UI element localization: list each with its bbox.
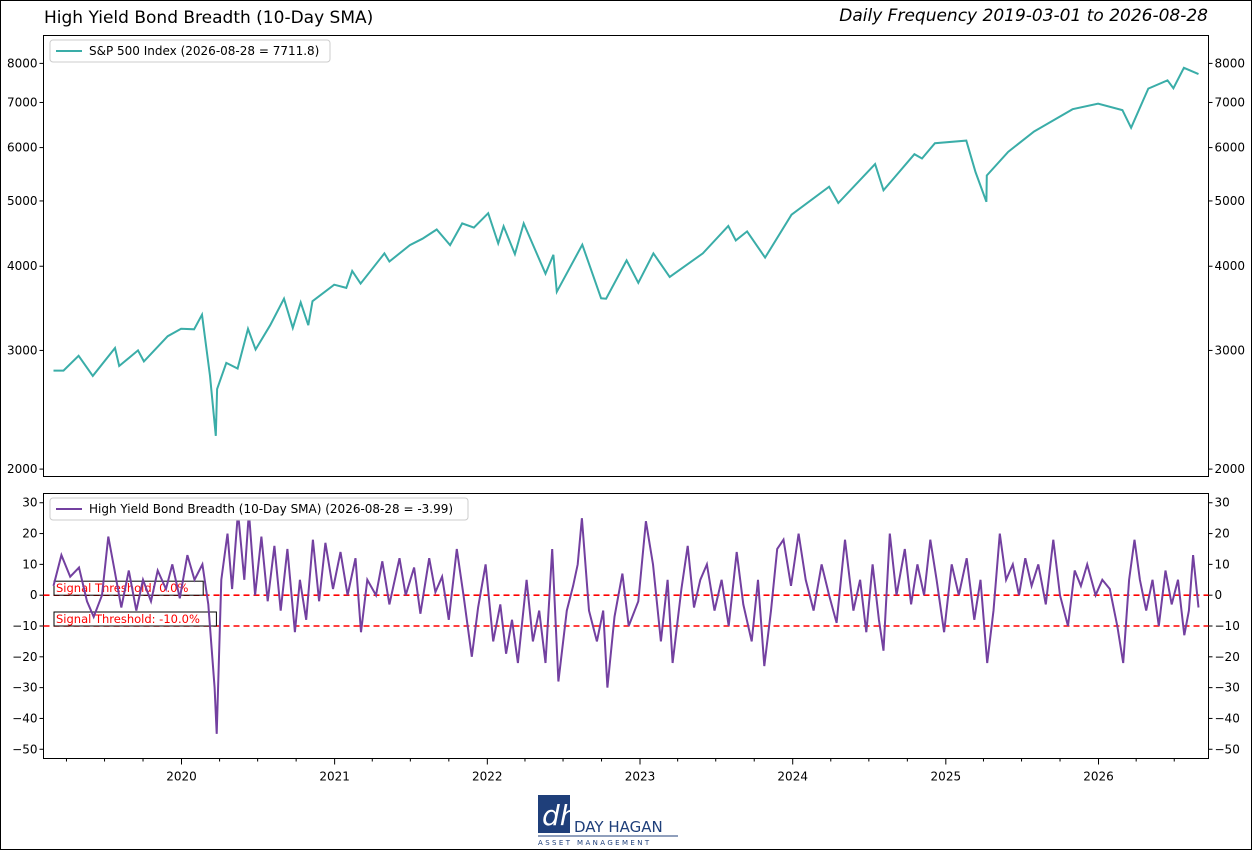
date-range-subtitle: Daily Frequency 2019-03-01 to 2026-08-28 bbox=[839, 6, 1208, 26]
sp500-ytick-label-right: 6000 bbox=[1215, 141, 1246, 155]
logo-mark: dh DAY HAGAN ASSET MANAGEMENT bbox=[538, 795, 678, 847]
breadth-ytick-label-right: −50 bbox=[1215, 742, 1240, 756]
svg-text:DAY HAGAN: DAY HAGAN bbox=[574, 818, 663, 836]
sp500-ytick-label-right: 3000 bbox=[1215, 343, 1246, 357]
sp500-ytick-label: 8000 bbox=[7, 56, 38, 70]
sp500-ytick-label-right: 8000 bbox=[1215, 56, 1246, 70]
sp500-plot-area bbox=[43, 35, 1209, 477]
xtick-label: 2023 bbox=[625, 770, 656, 784]
breadth-ytick-label-right: 30 bbox=[1215, 496, 1230, 510]
threshold-label-box bbox=[53, 580, 204, 596]
breadth-legend-label: High Yield Bond Breadth (10-Day SMA) (20… bbox=[89, 502, 453, 516]
sp500-ytick-label-right: 4000 bbox=[1215, 259, 1246, 273]
threshold-label: Signal Threshold: -10.0% bbox=[56, 612, 200, 626]
breadth-ytick-label: 20 bbox=[22, 527, 37, 541]
sp500-ytick-label: 3000 bbox=[7, 343, 38, 357]
xtick-label: 2026 bbox=[1083, 770, 1114, 784]
threshold-label: Signal Threshold: 0.0% bbox=[56, 581, 188, 595]
breadth-ytick-label: 10 bbox=[22, 557, 37, 571]
breadth-ytick-label-right: −10 bbox=[1215, 619, 1240, 633]
xtick-label: 2020 bbox=[166, 770, 197, 784]
sp500-legend-box bbox=[49, 39, 331, 63]
sp500-ytick-label: 4000 bbox=[7, 259, 38, 273]
sp500-ytick-label: 7000 bbox=[7, 95, 38, 109]
xtick-label: 2022 bbox=[472, 770, 503, 784]
breadth-ytick-label-right: −20 bbox=[1215, 650, 1240, 664]
day-hagan-logo: dh DAY HAGAN ASSET MANAGEMENT bbox=[538, 795, 683, 847]
breadth-ytick-label: 0 bbox=[30, 588, 38, 602]
xtick-label: 2021 bbox=[319, 770, 350, 784]
chart-title: High Yield Bond Breadth (10-Day SMA) bbox=[44, 8, 374, 28]
sp500-legend-label: S&P 500 Index (2026-08-28 = 7711.8) bbox=[89, 44, 319, 58]
sp500-legend: S&P 500 Index (2026-08-28 = 7711.8) bbox=[49, 39, 331, 63]
sp500-y-axis: 2000 2000 3000 3000 4000 4000 5000 5000 6000 6000… bbox=[7, 56, 1245, 476]
breadth-legend-box bbox=[49, 497, 469, 521]
breadth-ytick-label-right: −30 bbox=[1215, 681, 1240, 695]
sp500-ytick-label: 2000 bbox=[7, 462, 38, 476]
breadth-ytick-label: −30 bbox=[12, 681, 37, 695]
sp500-ytick-label-right: 5000 bbox=[1215, 194, 1246, 208]
breadth-ytick-label: 30 bbox=[22, 496, 37, 510]
breadth-ytick-label-right: 0 bbox=[1215, 588, 1223, 602]
breadth-y-axis: −50 −50 −40 −40 −30 −30 −20 −20 −10 −10 0 0 10 10 20 20… bbox=[12, 496, 1240, 757]
sp500-ytick-label: 5000 bbox=[7, 194, 38, 208]
svg-text:dh: dh bbox=[542, 799, 578, 832]
breadth-ytick-label: −40 bbox=[12, 711, 37, 725]
xtick-label: 2025 bbox=[931, 770, 962, 784]
x-axis: 2020 2021 2022 2023 2024 2025 2026 bbox=[65, 758, 1175, 784]
sp500-ytick-label-right: 2000 bbox=[1215, 462, 1246, 476]
breadth-legend: High Yield Bond Breadth (10-Day SMA) (20… bbox=[49, 497, 469, 521]
breadth-ytick-label: −20 bbox=[12, 650, 37, 664]
sp500-ytick-label-right: 7000 bbox=[1215, 95, 1246, 109]
sp500-ytick-label: 6000 bbox=[7, 141, 38, 155]
xtick-label: 2024 bbox=[777, 770, 808, 784]
breadth-ytick-label: −10 bbox=[12, 619, 37, 633]
svg-text:ASSET MANAGEMENT: ASSET MANAGEMENT bbox=[538, 839, 652, 847]
breadth-ytick-label-right: 20 bbox=[1215, 527, 1230, 541]
breadth-ytick-label-right: −40 bbox=[1215, 711, 1240, 725]
sp500-line bbox=[53, 66, 1199, 436]
breadth-ytick-label-right: 10 bbox=[1215, 557, 1230, 571]
sp500-panel: 2000 2000 3000 3000 4000 4000 5000 5000 6000 6000… bbox=[7, 35, 1245, 477]
breadth-line bbox=[52, 511, 1200, 734]
breadth-ytick-label: −50 bbox=[12, 742, 37, 756]
